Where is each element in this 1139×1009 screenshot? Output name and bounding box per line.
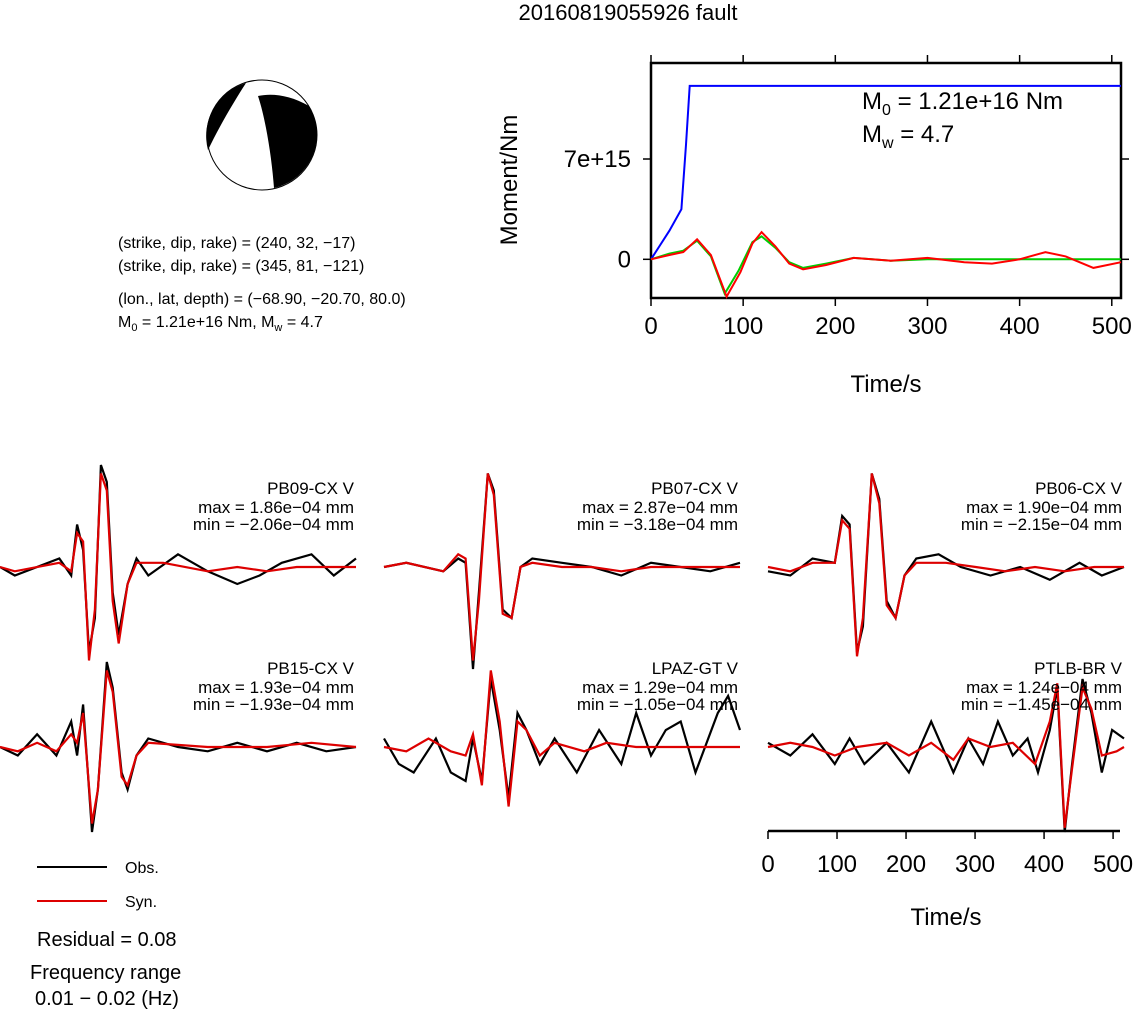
waveform-max-3: max = 1.93e−04 mm (198, 678, 354, 697)
waveform-station-2: PB06-CX V (1035, 479, 1123, 498)
moment-series-0 (650, 84, 1121, 260)
moment-xtick-label-3: 300 (907, 313, 947, 340)
waveform-station-0: PB09-CX V (267, 479, 355, 498)
waveform-xtick-label-3: 300 (955, 851, 995, 878)
beachball (206, 79, 318, 191)
waveform-xlabel: Time/s (910, 904, 981, 931)
waveform-min-4: min = −1.05e−04 mm (577, 695, 738, 714)
moment-xtick-label-2: 200 (815, 313, 855, 340)
moment-annotation-mw: Mw = 4.7 (862, 121, 954, 152)
waveform-syn-0 (0, 473, 356, 661)
waveform-syn-3 (0, 670, 357, 824)
waveform-xtick-label-2: 200 (886, 851, 926, 878)
legend: Obs. Syn. (37, 860, 159, 911)
moment-xtick-label-0: 0 (644, 313, 657, 340)
waveform-station-4: LPAZ-GT V (652, 659, 739, 678)
waveform-max-0: max = 1.86e−04 mm (198, 498, 354, 517)
legend-syn-label: Syn. (125, 894, 157, 911)
waveform-station-1: PB07-CX V (651, 479, 739, 498)
waveform-min-1: min = −3.18e−04 mm (577, 515, 738, 534)
waveform-xtick-label-5: 500 (1093, 851, 1133, 878)
waveform-min-2: min = −2.15e−04 mm (961, 515, 1122, 534)
waveform-xtick-label-4: 400 (1024, 851, 1064, 878)
waveform-max-1: max = 2.87e−04 mm (582, 498, 738, 517)
mechanism-line-2: (strike, dip, rake) = (345, 81, −121) (118, 258, 364, 275)
page-title: 20160819055926 fault (519, 0, 738, 25)
waveform-obs-4 (383, 678, 742, 799)
residual-text: Residual = 0.08 (37, 929, 177, 951)
moment-ytick-label-1: 7e+15 (564, 146, 631, 173)
waveform-max-2: max = 1.90e−04 mm (966, 498, 1122, 517)
waveform-xtick-label-1: 100 (817, 851, 857, 878)
waveform-xtick-label-0: 0 (761, 851, 774, 878)
waveform-syn-2 (767, 473, 1124, 657)
waveform-max-5: max = 1.24e−04 mm (966, 678, 1122, 697)
moment-xtick-label-5: 500 (1092, 313, 1132, 340)
waveform-min-5: min = −1.45e−04 mm (961, 695, 1122, 714)
moment-chart-frame (649, 61, 1123, 300)
moment-annotation-m0: M0 = 1.21e+16 Nm (862, 88, 1063, 119)
waveform-time-axis: 0 100 200 300 400 500 Time/s (761, 829, 1133, 931)
beachball-compression-quadrant (258, 94, 317, 188)
waveform-obs-1 (383, 473, 741, 670)
moment-line: M0 = 1.21e+16 Nm, Mw = 4.7 (118, 314, 323, 334)
frequency-value: 0.01 − 0.02 (Hz) (35, 988, 179, 1009)
waveform-syn-1 (383, 473, 740, 661)
legend-obs-label: Obs. (125, 860, 159, 877)
mechanism-line-1: (strike, dip, rake) = (240, 32, −17) (118, 235, 355, 252)
moment-ytick-label-0: 0 (618, 246, 631, 273)
moment-chart: 0 100 200 300 400 500 0 7e+15 Moment/Nm Time/s… (496, 55, 1132, 398)
waveform-station-3: PB15-CX V (267, 659, 355, 678)
waveform-syn-5 (767, 683, 1125, 828)
waveform-station-5: PTLB-BR V (1034, 659, 1123, 678)
moment-xlabel: Time/s (850, 371, 921, 398)
waveform-syn-4 (383, 670, 740, 807)
beachball-compression-quadrant-2 (206, 83, 246, 150)
frequency-label: Frequency range (30, 962, 181, 984)
waveform-obs-5 (767, 678, 1125, 833)
moment-series-2 (650, 230, 1122, 299)
waveform-min-0: min = −2.06e−04 mm (193, 515, 354, 534)
moment-ylabel: Moment/Nm (496, 115, 523, 246)
moment-xtick-label-1: 100 (723, 313, 763, 340)
moment-xtick-label-4: 400 (1000, 313, 1040, 340)
waveform-max-4: max = 1.29e−04 mm (582, 678, 738, 697)
waveform-min-3: min = −1.93e−04 mm (193, 695, 354, 714)
location-line: (lon., lat, depth) = (−68.90, −20.70, 80… (118, 291, 406, 308)
